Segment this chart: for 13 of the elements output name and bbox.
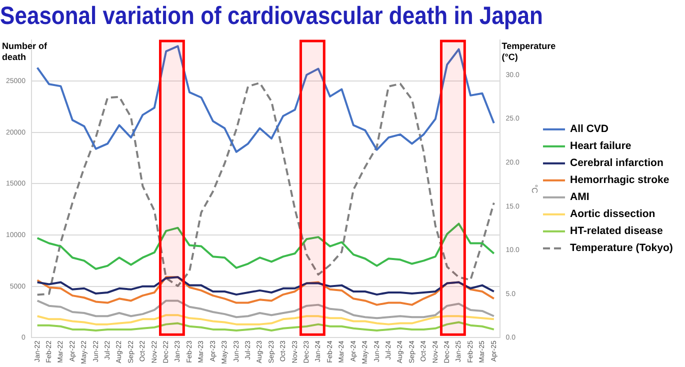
y-axis-title: Number of death xyxy=(2,40,48,62)
y2-axis-title: °C xyxy=(530,184,539,194)
legend-label: HT-related disease xyxy=(570,225,663,238)
text: Temperature (°C) xyxy=(502,40,556,62)
legend-label: Temperature (Tokyo) xyxy=(570,242,673,254)
legend-label: All CVD xyxy=(570,123,609,136)
line-series xyxy=(36,82,495,296)
legend-label: Hemorrhagic stroke xyxy=(570,174,670,186)
legend-label: Cerebral infarction xyxy=(570,157,664,170)
chart-title: Seasonal variation of cardiovascular death in Japan xyxy=(0,2,543,30)
legend-label: Heart failure xyxy=(570,140,632,152)
legend-label: AMI xyxy=(570,191,590,204)
legend-label: Aortic dissection xyxy=(570,208,656,220)
